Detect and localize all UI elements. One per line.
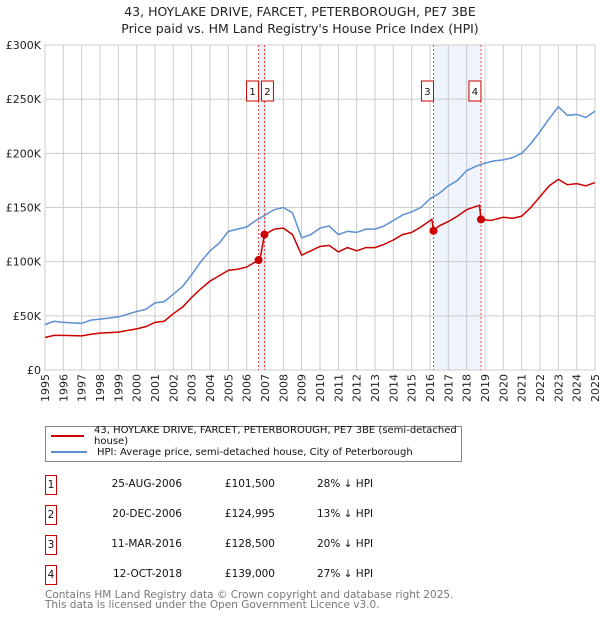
row-date: 11-MAR-2016 (111, 538, 182, 550)
footer: Contains HM Land Registry data © Crown c… (45, 589, 454, 611)
x-tick-label: 2008 (277, 374, 290, 402)
x-tick-label: 2024 (571, 374, 584, 402)
legend-swatch-blue (51, 451, 87, 453)
x-tick-label: 2022 (534, 374, 547, 402)
transaction-label-box (246, 80, 260, 102)
row-number-badge: 2 (45, 505, 57, 525)
footer-line: Contains HM Land Registry data © Crown c… (45, 589, 454, 601)
transaction-label-box (420, 80, 434, 102)
row-hpi-diff: 27% ↓ HPI (317, 568, 374, 580)
y-tick-label: £300K (6, 39, 42, 52)
footer-line: This data is licensed under the Open Gov… (45, 599, 380, 611)
x-tick-label: 1998 (94, 374, 107, 402)
price-paid-line (44, 178, 596, 339)
x-tick-label: 2017 (442, 374, 455, 402)
x-tick-label: 1997 (76, 374, 89, 402)
x-tick-label: 2001 (149, 374, 162, 402)
x-tick-label: 2013 (369, 374, 382, 402)
row-date: 25-AUG-2006 (111, 478, 182, 490)
row-date: 20-DEC-2006 (112, 508, 182, 520)
x-tick-label: 2000 (131, 374, 144, 402)
row-hpi-diff: 20% ↓ HPI (317, 538, 374, 550)
x-tick-label: 2011 (332, 374, 345, 402)
row-price: £101,500 (224, 478, 275, 490)
row-hpi-diff: 28% ↓ HPI (317, 478, 374, 490)
y-tick-label: £250K (6, 93, 42, 106)
transaction-point (429, 226, 438, 235)
x-tick-label: 2018 (461, 374, 474, 402)
x-tick-label: 2010 (314, 374, 327, 402)
transaction-label: 1 (249, 87, 255, 98)
plot-area: 1995 1996 1997 1998 1999 2000 2001 2002 2003 2004… (6, 39, 600, 402)
transaction-point (260, 230, 269, 239)
x-tick-label: 2020 (497, 374, 510, 402)
legend-item-hpi: HPI: Average price, semi-detached house,… (51, 444, 413, 460)
transaction-point (476, 215, 485, 224)
row-hpi-diff: 13% ↓ HPI (317, 508, 374, 520)
x-tick-label: 2002 (167, 374, 180, 402)
row-number-badge: 1 (45, 475, 57, 495)
x-tick-label: 2005 (222, 374, 235, 402)
x-tick-label: 2009 (296, 374, 309, 402)
x-tick-label: 1996 (57, 374, 70, 402)
chart-subtitle: Price paid vs. HM Land Registry's House … (121, 21, 479, 36)
y-tick-label: £50K (13, 310, 42, 323)
transaction-label: 3 (424, 87, 430, 98)
x-tick-label: 2016 (424, 374, 437, 402)
hpi-line (44, 105, 596, 326)
row-price: £124,995 (224, 508, 275, 520)
x-tick-label: 2014 (387, 374, 400, 402)
transaction-label-box (260, 80, 274, 102)
y-tick-label: £150K (6, 202, 42, 215)
legend-swatch-red (51, 435, 85, 437)
x-tick-label: 2021 (516, 374, 529, 402)
x-tick-label: 2004 (204, 374, 217, 402)
row-price: £128,500 (224, 538, 275, 550)
y-tick-label: £100K (6, 256, 42, 269)
x-tick-label: 2025 (589, 374, 600, 402)
x-tick-label: 2023 (552, 374, 565, 402)
chart-title: 43, HOYLAKE DRIVE, FARCET, PETERBOROUGH,… (124, 4, 476, 19)
x-tick-label: 2006 (241, 374, 254, 402)
y-tick-label: £200K (6, 147, 42, 160)
row-number-badge: 4 (45, 565, 57, 585)
transaction-point (254, 256, 263, 265)
x-tick-label: 2015 (406, 374, 419, 402)
legend-label: 43, HOYLAKE DRIVE, FARCET, PETERBOROUGH,… (94, 425, 457, 447)
row-date: 12-OCT-2018 (113, 568, 182, 580)
x-tick-label: 1999 (112, 374, 125, 402)
row-number-badge: 3 (45, 535, 57, 555)
x-tick-label: 2003 (186, 374, 199, 402)
transaction-label: 4 (472, 87, 478, 98)
legend-label: HPI: Average price, semi-detached house,… (97, 446, 413, 458)
y-tick-label: £0 (27, 364, 41, 377)
x-tick-label: 2019 (479, 374, 492, 402)
x-tick-label: 2012 (351, 374, 364, 402)
plot-frame (44, 44, 596, 371)
legend-item-property: 43, HOYLAKE DRIVE, FARCET, PETERBOROUGH,… (51, 425, 461, 447)
x-tick-label: 1995 (39, 374, 52, 402)
transaction-label: 2 (264, 87, 270, 98)
legend: 43, HOYLAKE DRIVE, FARCET, PETERBOROUGH,… (45, 425, 462, 462)
transaction-label-box (468, 80, 482, 102)
x-tick-label: 2007 (259, 374, 272, 402)
row-price: £139,000 (224, 568, 275, 580)
